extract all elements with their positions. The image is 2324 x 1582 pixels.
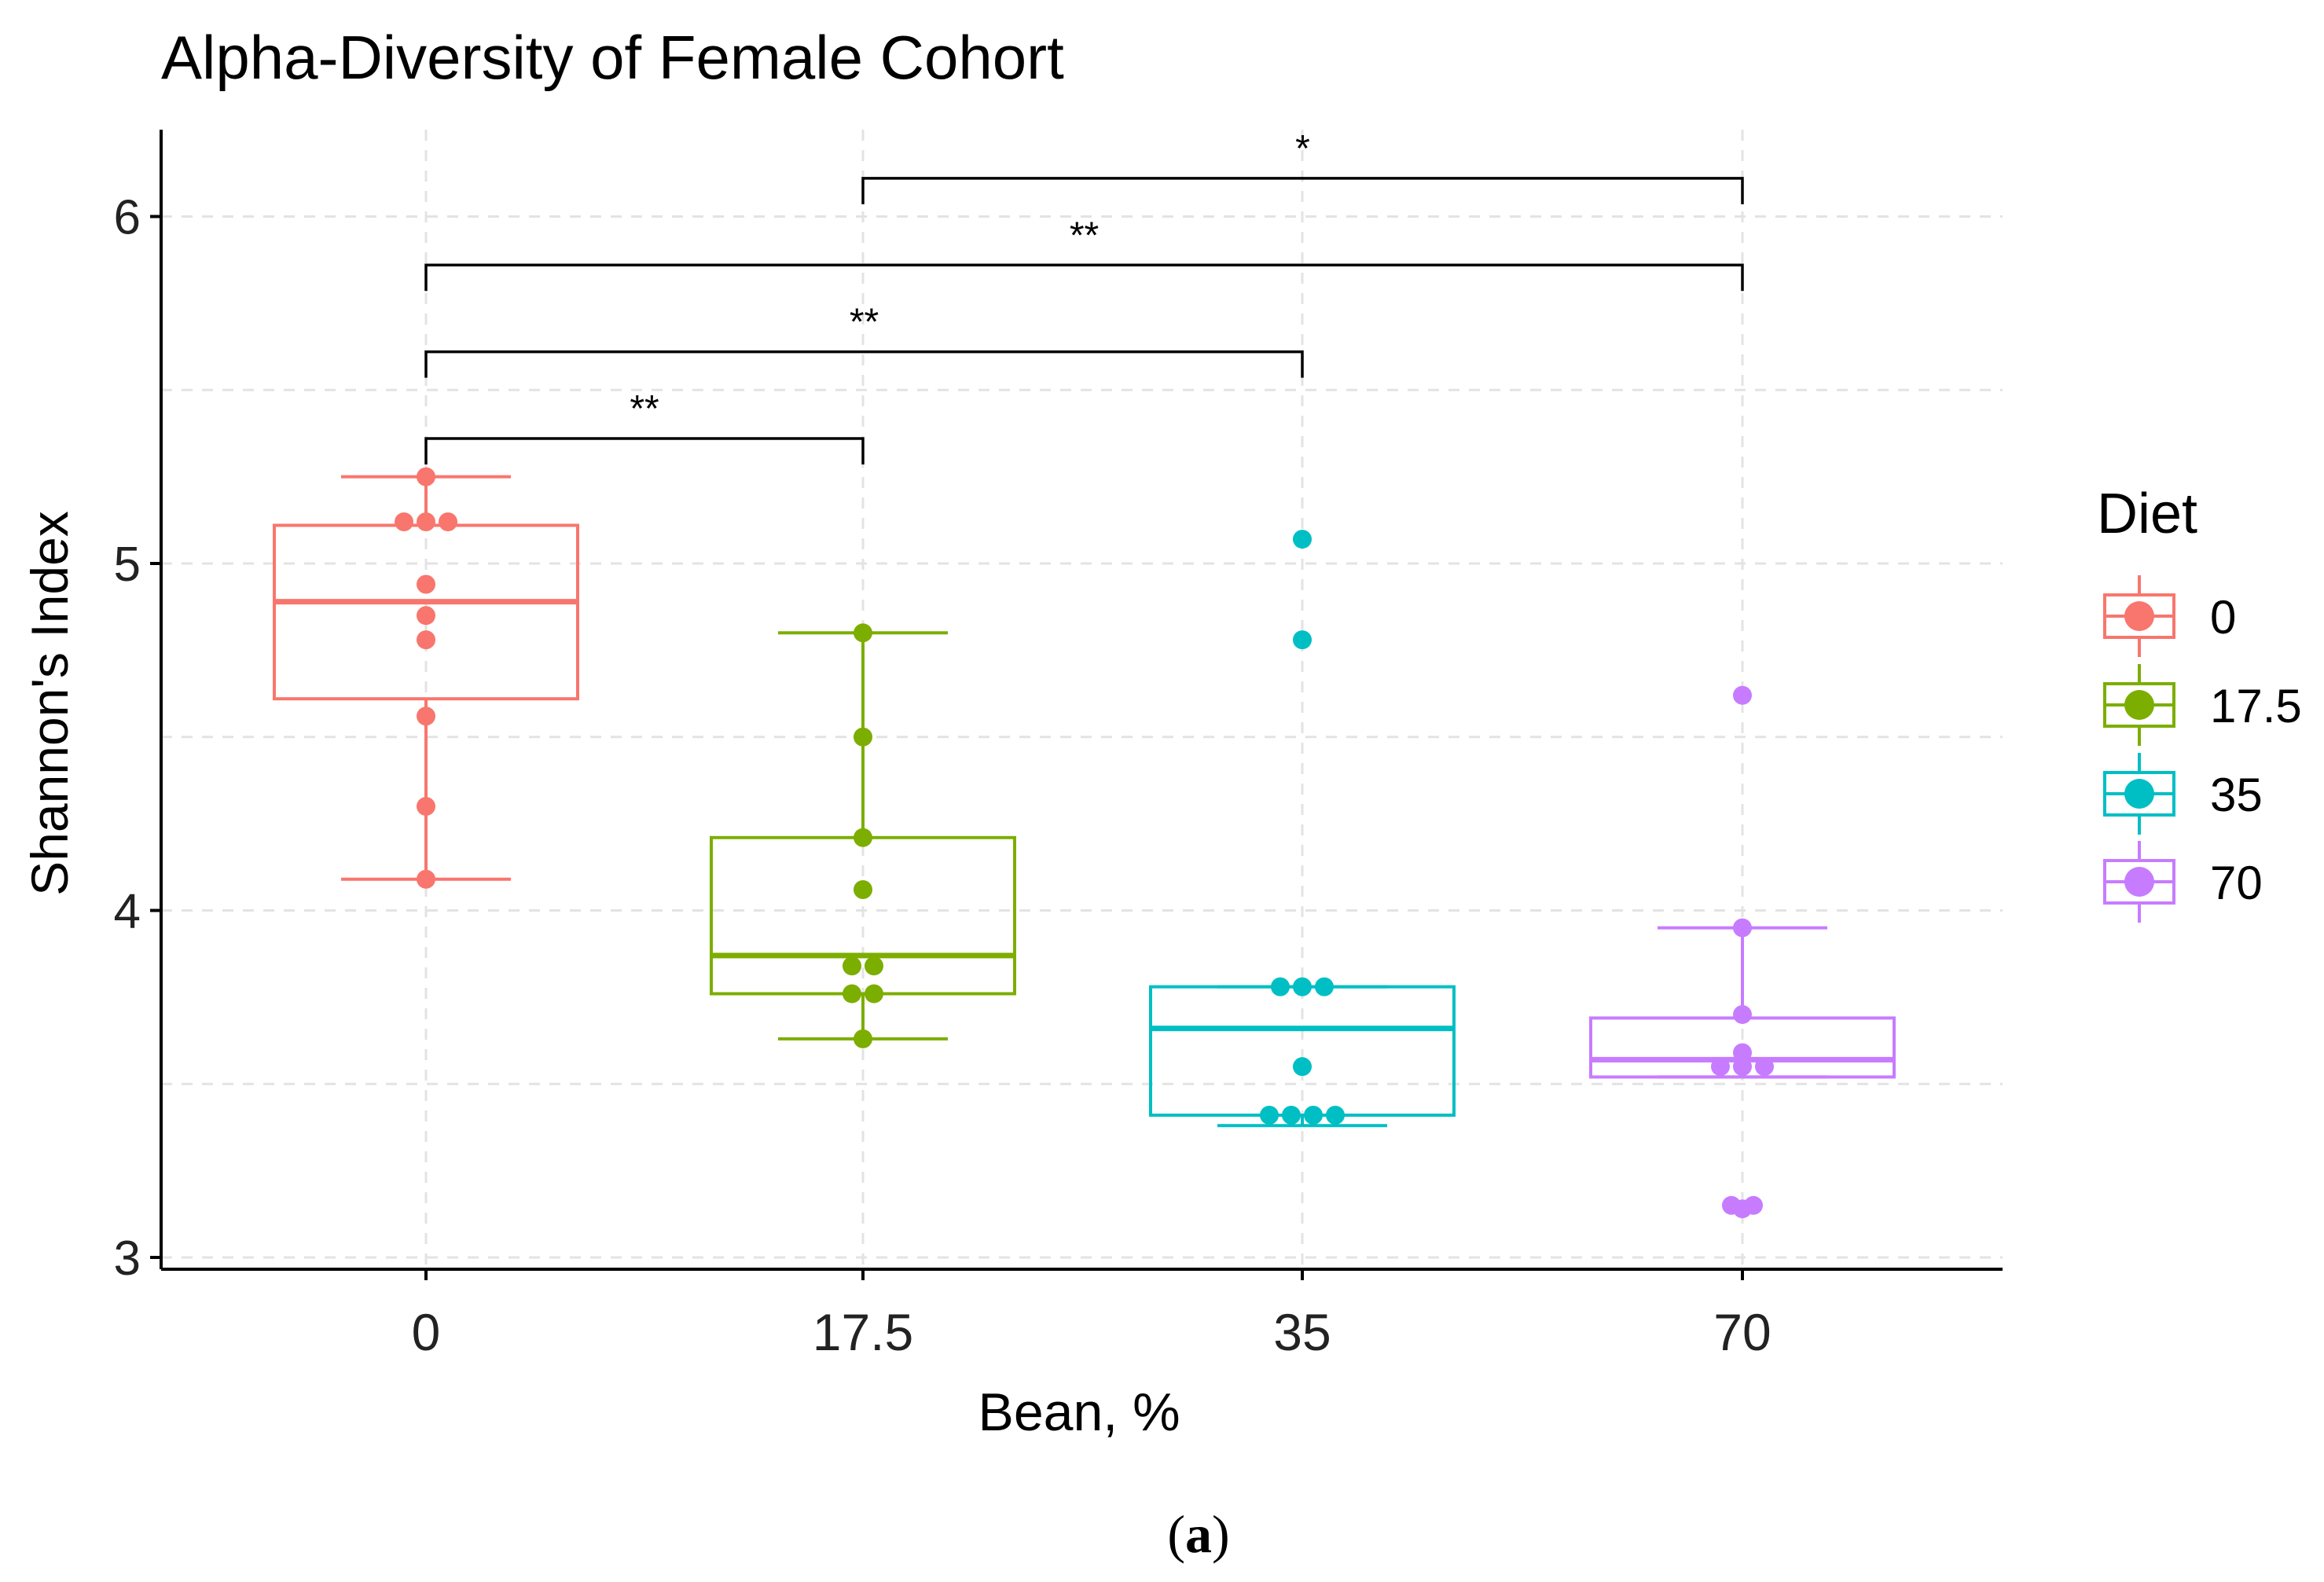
point-0 (417, 574, 435, 594)
point-0 (395, 512, 413, 532)
point-70 (1733, 918, 1752, 938)
significance-label: ** (1070, 215, 1099, 256)
y-axis-label: Shannon's Index (20, 511, 79, 896)
point-35 (1315, 977, 1334, 997)
point-17.5 (865, 984, 883, 1004)
point-35 (1282, 1105, 1301, 1125)
significance-bracket (424, 437, 865, 465)
significance-bracket (861, 177, 1744, 204)
point-70 (1733, 1043, 1752, 1063)
points (395, 467, 1774, 1219)
legend-label: 17.5 (2210, 680, 2302, 732)
point-70 (1711, 1057, 1730, 1077)
point-17.5 (854, 880, 872, 900)
significance-brackets: ******* (424, 128, 1744, 465)
x-tick-label: 0 (412, 1303, 441, 1361)
legend: Diet 0 17.5 35 70 (2097, 483, 2302, 923)
caption-close: ) (1212, 1504, 1230, 1564)
point-70 (1733, 1004, 1752, 1024)
point-0 (417, 797, 435, 817)
grid (161, 130, 2003, 1269)
legend-label: 0 (2210, 591, 2236, 644)
legend-label: 70 (2210, 857, 2263, 909)
point-0 (439, 512, 457, 532)
boxes (273, 475, 1896, 1128)
significance-bracket (424, 263, 1744, 292)
y-tick-label: 6 (114, 191, 141, 245)
legend-key-point (2124, 779, 2154, 809)
legend-key-point (2124, 601, 2154, 631)
point-35 (1293, 530, 1312, 549)
point-17.5 (865, 956, 883, 976)
legend-title: Diet (2097, 483, 2197, 545)
point-0 (417, 630, 435, 650)
significance-bracket (424, 350, 1304, 378)
point-35 (1326, 1105, 1345, 1125)
x-tick-label: 70 (1713, 1303, 1771, 1361)
point-17.5 (843, 984, 861, 1004)
point-35 (1271, 977, 1290, 997)
point-35 (1293, 630, 1312, 650)
axes: 3 4 5 6 0 17.5 35 70 (114, 130, 2003, 1361)
point-17.5 (854, 828, 872, 847)
x-tick-label: 17.5 (813, 1303, 913, 1361)
legend-key-point (2124, 690, 2154, 720)
chart-title: Alpha-Diversity of Female Cohort (161, 23, 1064, 92)
significance-label: * (1295, 128, 1310, 170)
significance-label: ** (630, 388, 659, 430)
significance-label: ** (850, 302, 879, 343)
point-17.5 (843, 956, 861, 976)
point-35 (1293, 1057, 1312, 1077)
y-tick-label: 3 (114, 1231, 141, 1286)
y-tick-label: 4 (114, 885, 141, 939)
point-0 (417, 467, 435, 486)
caption-open: ( (1167, 1504, 1185, 1564)
y-tick-label: 5 (114, 538, 141, 592)
point-17.5 (854, 623, 872, 643)
legend-label: 35 (2210, 769, 2263, 821)
point-35 (1293, 977, 1312, 997)
point-35 (1260, 1105, 1279, 1125)
x-axis-label: Bean, % (978, 1382, 1180, 1442)
point-70 (1733, 1057, 1752, 1077)
figure-caption: (a) (1167, 1504, 1229, 1564)
legend-key-point (2124, 867, 2154, 897)
point-17.5 (854, 727, 872, 747)
point-70 (1755, 1057, 1774, 1077)
point-35 (1304, 1105, 1323, 1125)
caption-letter: a (1185, 1504, 1212, 1564)
point-0 (417, 707, 435, 726)
point-0 (417, 606, 435, 626)
x-tick-label: 35 (1273, 1303, 1331, 1361)
point-70 (1733, 1199, 1752, 1219)
point-0 (417, 512, 435, 532)
point-70 (1733, 685, 1752, 705)
point-17.5 (854, 1029, 872, 1048)
point-0 (417, 869, 435, 889)
